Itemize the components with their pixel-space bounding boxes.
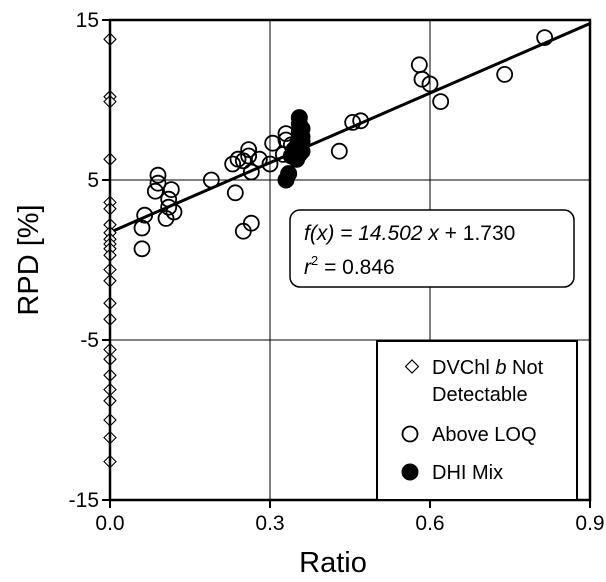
- open-circle-point: [149, 166, 167, 184]
- open-circle-point: [160, 198, 178, 216]
- open-circle-point: [224, 155, 242, 173]
- open-circle-point: [413, 70, 431, 88]
- open-circle-point: [226, 184, 244, 202]
- legend-label-dvchl-line2: Detectable: [432, 384, 528, 406]
- open-circle-point: [234, 222, 252, 240]
- fit-line-layer: [109, 22, 591, 234]
- open-circle-point: [133, 219, 151, 237]
- regression-line: [109, 22, 591, 234]
- open-circle-point: [234, 152, 252, 170]
- fit-equation: f(x) = 14.502 x + 1.730: [304, 222, 515, 245]
- y-tick-label: 15: [76, 9, 99, 32]
- open-circle-point: [136, 206, 154, 224]
- legend-filled-circle-marker: [401, 463, 419, 481]
- axis-ticks: 0.0 0.3 0.6 0.9 -15 -5 5 15: [69, 9, 605, 535]
- open-circle-point: [261, 155, 279, 173]
- legend-label-dhi-mix: DHI Mix: [432, 462, 503, 484]
- open-circle-point: [242, 163, 260, 181]
- x-tick-label: 0.0: [95, 512, 124, 535]
- legend-diamond-marker: [404, 359, 420, 374]
- open-circle-point: [344, 114, 362, 131]
- filled-circle-point: [280, 165, 298, 183]
- open-circle-point: [250, 150, 268, 168]
- x-axis-label: Ratio: [299, 547, 367, 579]
- legend-label-dvchl: DVChl b Not: [432, 357, 544, 379]
- filled-circle-point: [293, 128, 311, 146]
- open-circle-point: [242, 214, 260, 232]
- x-tick-label: 0.9: [575, 512, 604, 535]
- open-circle-point: [496, 66, 514, 83]
- y-tick-label: -5: [80, 329, 99, 352]
- open-circle-point: [146, 182, 164, 200]
- open-circle-point: [352, 112, 370, 130]
- y-axis-label: RPD [%]: [13, 204, 45, 315]
- legend-open-circle-marker: [401, 425, 419, 443]
- open-circle-point: [162, 181, 180, 199]
- legend-label-above-loq: Above LOQ: [432, 424, 537, 446]
- y-tick-label: -15: [69, 489, 99, 512]
- r-squared: r2 = 0.846: [304, 253, 395, 279]
- plot-frame: [108, 18, 592, 502]
- legend: DVChl b Not Detectable Above LOQ DHI Mix: [376, 340, 578, 501]
- open-circle-point: [240, 141, 258, 159]
- open-circle-point: [240, 147, 258, 165]
- open-circle-point: [410, 56, 428, 74]
- open-circle-point: [202, 171, 220, 189]
- y-tick-label: 5: [87, 169, 99, 192]
- fit-equation-box: f(x) = 14.502 x + 1.730 r2 = 0.846: [289, 209, 575, 288]
- open-circle-point: [165, 203, 183, 221]
- open-circle-point: [432, 93, 450, 110]
- x-tick-label: 0.6: [415, 512, 444, 535]
- open-circle-point: [330, 142, 348, 160]
- open-circle-point: [536, 29, 554, 46]
- open-circle-point: [421, 75, 439, 93]
- open-circle-point: [149, 174, 167, 192]
- x-tick-label: 0.3: [255, 512, 284, 535]
- open-circle-point: [133, 240, 151, 258]
